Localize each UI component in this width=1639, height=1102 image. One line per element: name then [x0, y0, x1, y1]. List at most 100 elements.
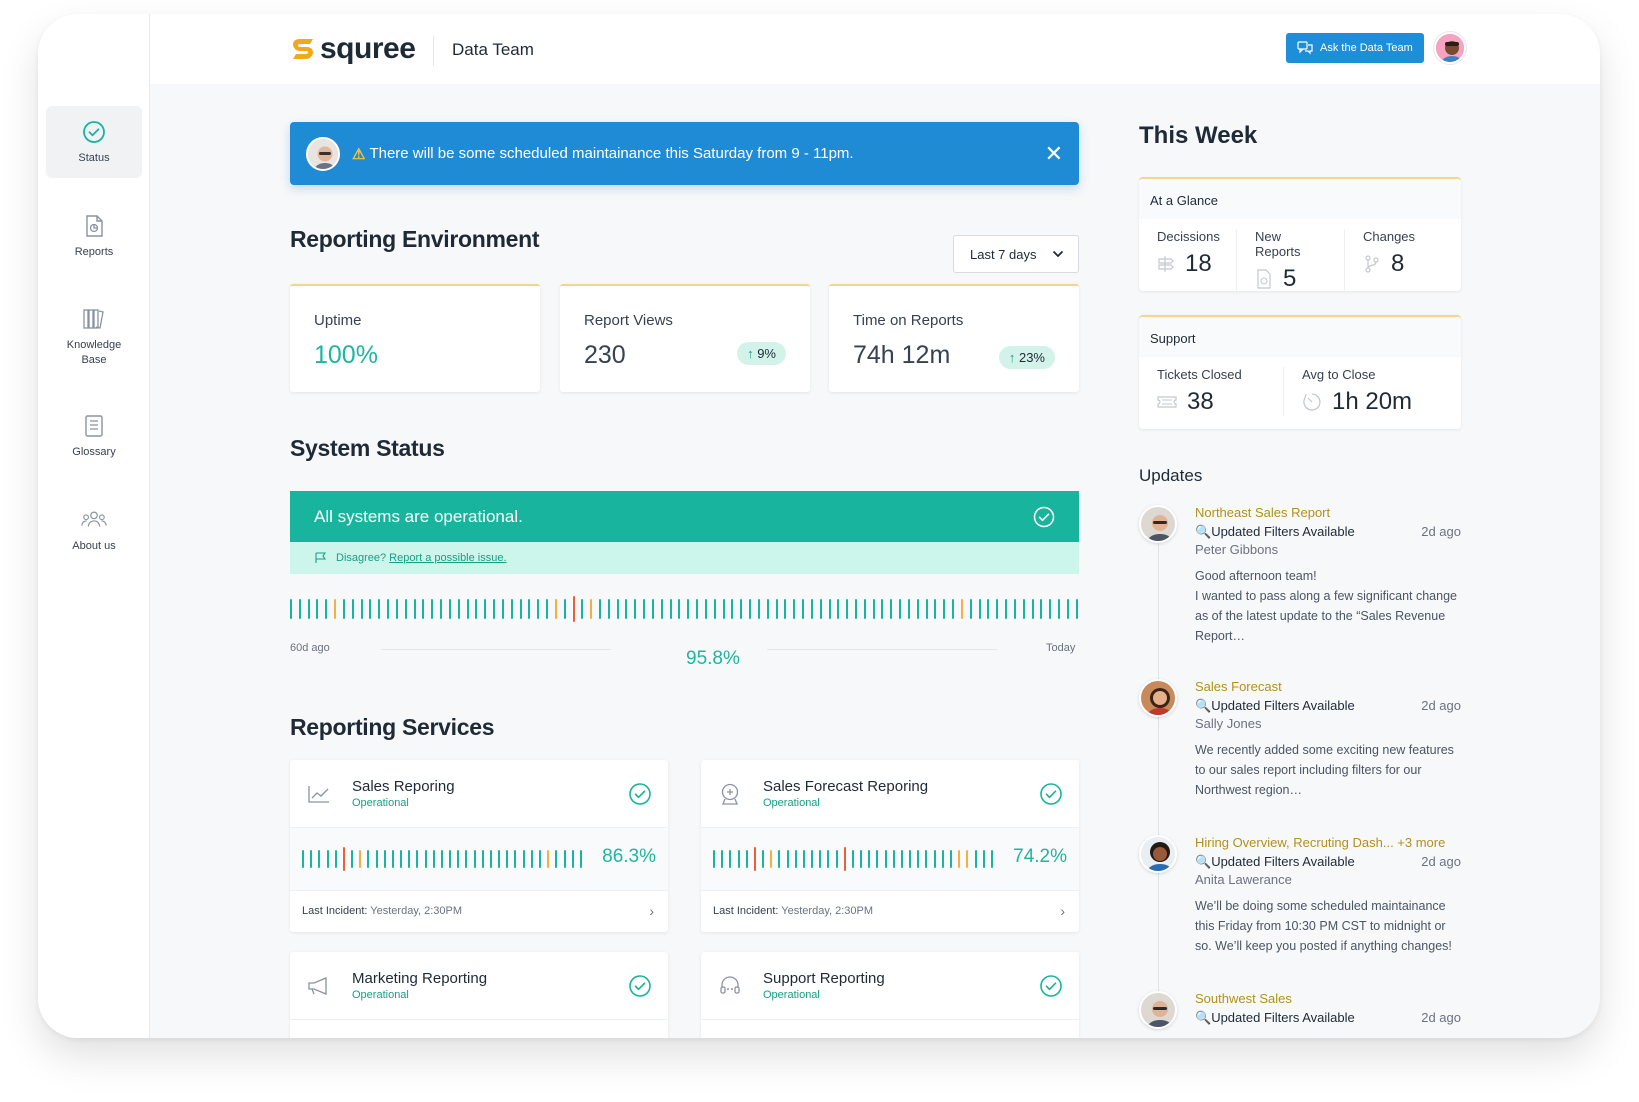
uptime-bar: [563, 849, 566, 869]
update-time: 2d ago: [1421, 524, 1461, 539]
uptime-bar: [501, 598, 504, 620]
uptime-bar: [563, 598, 566, 620]
uptime-bar: [837, 598, 840, 620]
sidebar-item-knowledge-base[interactable]: Knowledge Base: [46, 294, 142, 380]
service-card-sales[interactable]: Sales Reporing Operational 86.3% Last In…: [290, 760, 668, 932]
uptime-bar: [1005, 598, 1008, 620]
uptime-bar: [835, 849, 838, 869]
maintenance-banner: ⚠ There will be some scheduled maintaina…: [290, 122, 1079, 185]
ask-data-team-button[interactable]: Ask the Data Team: [1286, 33, 1424, 63]
uptime-bar: [863, 598, 866, 620]
service-card-marketing[interactable]: Marketing Reporting Operational: [290, 952, 668, 1038]
update-subject: Updated Filters Available: [1211, 698, 1355, 713]
uptime-bar: [431, 598, 434, 620]
git-branch-icon: [1365, 255, 1379, 273]
uptime-bar: [555, 849, 558, 869]
uptime-bar: [1040, 598, 1043, 620]
uptime-bar: [634, 598, 637, 620]
uptime-bar: [498, 849, 501, 869]
update-time: 2d ago: [1421, 854, 1461, 869]
update-text: We’ll be doing some scheduled maintainan…: [1195, 899, 1452, 953]
uptime-bar: [378, 598, 381, 620]
uptime-bar: [740, 598, 743, 620]
stat-value: 230: [584, 341, 626, 369]
forecast-icon: [717, 782, 743, 806]
close-icon[interactable]: ✕: [1044, 140, 1063, 166]
uptime-bar: [745, 849, 748, 869]
logo-mark-icon: [293, 39, 313, 59]
update-report[interactable]: Hiring Overview, Recruting Dash... +3 mo…: [1195, 835, 1446, 850]
service-name: Marketing Reporting: [352, 970, 488, 987]
service-card-support[interactable]: Support Reporting Operational: [701, 952, 1079, 1038]
overall-uptime: 95.8%: [686, 648, 740, 669]
uptime-bar: [334, 598, 337, 620]
uptime-bar: [326, 849, 329, 869]
announcer-avatar: [306, 136, 340, 171]
history-start-label: 60d ago: [290, 642, 330, 654]
timer-icon: [1303, 393, 1321, 411]
uptime-bar: [851, 849, 854, 869]
update-report[interactable]: Southwest Sales: [1195, 991, 1292, 1006]
uptime-bar: [607, 598, 610, 620]
uptime-bar: [484, 598, 487, 620]
disagree-label: Disagree?: [336, 552, 387, 564]
uptime-bar: [846, 598, 849, 620]
stat-label: Time on Reports: [853, 312, 964, 329]
uptime-bar: [1013, 598, 1016, 620]
sidebar-item-label: About us: [72, 539, 116, 552]
sidebar-item-reports[interactable]: Reports: [46, 200, 142, 272]
uptime-bar: [770, 849, 773, 869]
uptime-bar: [359, 849, 362, 869]
update-report[interactable]: Northeast Sales Report: [1195, 505, 1331, 520]
uptime-bar: [625, 598, 628, 620]
update-author: Sally Jones: [1195, 716, 1262, 731]
user-avatar[interactable]: [1434, 32, 1466, 64]
uptime-bar: [899, 598, 902, 620]
uptime-bar: [933, 849, 936, 869]
report-issue-link[interactable]: Report a possible issue.: [389, 552, 507, 564]
chevron-right-icon[interactable]: ›: [649, 902, 654, 919]
update-subject: Updated Filters Available: [1211, 524, 1355, 539]
service-card-sales-forecast[interactable]: Sales Forecast Reporing Operational 74.2…: [701, 760, 1079, 932]
sidebar-item-about-us[interactable]: About us: [46, 494, 142, 566]
uptime-bar: [978, 598, 981, 620]
uptime-bar: [473, 849, 476, 869]
chevron-right-icon[interactable]: ›: [1060, 902, 1065, 919]
service-status: Operational: [763, 797, 820, 809]
author-avatar: [1139, 835, 1177, 873]
uptime-bar: [943, 598, 946, 620]
sidebar-item-status[interactable]: Status: [46, 106, 142, 178]
uptime-bar: [916, 598, 919, 620]
uptime-bar: [571, 849, 574, 869]
date-range-select[interactable]: Last 7 days: [953, 235, 1079, 273]
update-subject: Updated Filters Available: [1211, 1010, 1355, 1025]
metric-label: Avg to Close: [1302, 367, 1376, 382]
uptime-bar: [802, 849, 805, 869]
update-report[interactable]: Sales Forecast: [1195, 679, 1282, 694]
uptime-bar: [892, 849, 895, 869]
support-card: Support Tickets Closed 38 Avg to Close 1…: [1139, 315, 1461, 429]
uptime-bar: [651, 598, 654, 620]
uptime-bar: [881, 598, 884, 620]
uptime-bar: [316, 598, 319, 620]
sidebar-item-glossary[interactable]: Glossary: [46, 400, 142, 472]
top-bar: squree Data Team Ask the Data Team: [150, 14, 1600, 84]
uptime-bar: [493, 598, 496, 620]
uptime-bar: [538, 849, 541, 869]
arrow-up-icon: ↑: [1008, 350, 1016, 365]
uptime-bar: [448, 598, 451, 620]
uptime-bar: [819, 598, 822, 620]
uptime-bar: [729, 849, 732, 869]
uptime-bar: [369, 598, 372, 620]
logo[interactable]: squree: [290, 32, 416, 66]
sidebar-item-label: Status: [78, 151, 110, 164]
uptime-bar: [786, 849, 789, 869]
uptime-bar: [722, 598, 725, 620]
construction-icon: ⚠: [352, 145, 366, 163]
uptime-bar: [395, 598, 398, 620]
check-circle-icon: [629, 974, 651, 997]
uptime-bar: [457, 849, 460, 869]
uptime-bar: [669, 598, 672, 620]
uptime-bar: [960, 598, 963, 620]
magnifier-icon: 🔍: [1195, 1010, 1212, 1025]
